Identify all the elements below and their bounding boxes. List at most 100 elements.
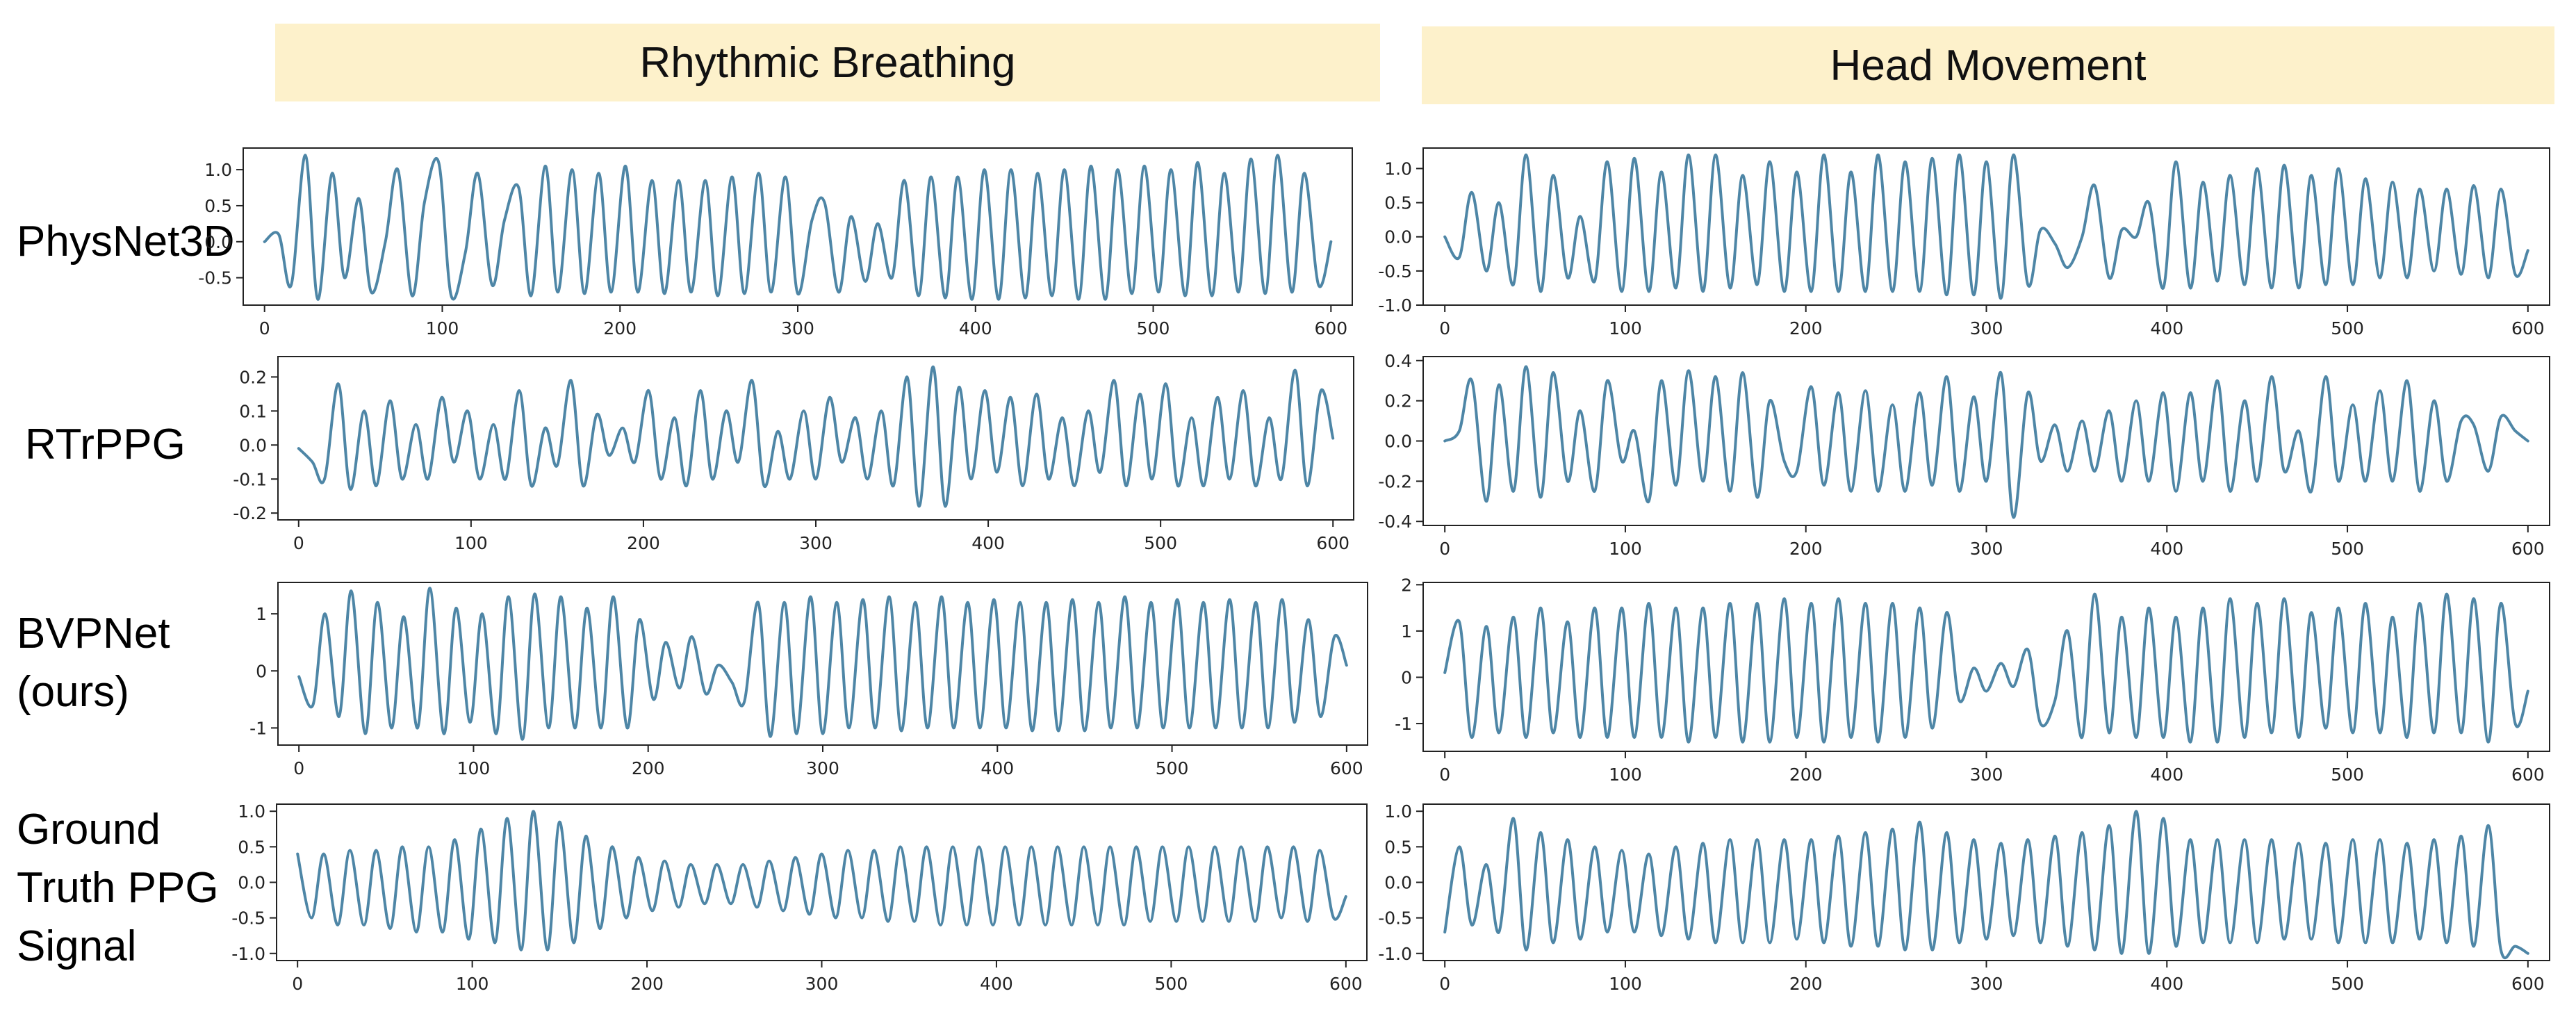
x-tick-label: 0 (259, 318, 270, 338)
row-label-line: Ground (17, 806, 161, 853)
y-tick-label: -0.5 (231, 908, 265, 929)
x-tick-label: 500 (1156, 758, 1189, 778)
y-tick-label: 0.4 (1384, 351, 1412, 371)
x-tick-label: 500 (2331, 318, 2364, 338)
x-tick-label: 0 (1439, 318, 1450, 338)
x-tick-label: 500 (1137, 318, 1170, 338)
row-label-bvpnet: BVPNet (ours) (17, 605, 170, 721)
y-tick-label: 2 (1401, 575, 1412, 595)
x-tick-label: 300 (1970, 974, 2003, 994)
y-tick-label: 1.0 (1384, 158, 1412, 179)
y-tick-label: -1.0 (231, 944, 265, 964)
x-tick-label: 300 (781, 318, 814, 338)
row-label-rtrppg: RTrPPG (25, 416, 186, 474)
signal-line (1443, 592, 2529, 744)
x-tick-label: 400 (2150, 974, 2183, 994)
x-tick-label: 300 (1970, 765, 2003, 785)
row-label-line: Truth PPG (17, 864, 219, 912)
x-tick-label: 0 (1439, 974, 1450, 994)
column-title-head-movement: Head Movement (1422, 26, 2554, 104)
y-tick-label: 0.0 (238, 873, 265, 893)
row-label-ground-truth: Ground Truth PPG Signal (17, 801, 219, 976)
y-tick-label: 0 (256, 661, 267, 681)
chart-r1-c1: 0 100 200 300 400 500 600 0.4 0.2 0.0 -0.2 -0.4 (1378, 351, 2550, 559)
x-tick-label: 0 (292, 974, 303, 994)
signal-line (1443, 365, 2529, 519)
signal-line (296, 810, 1347, 951)
x-tick-label: 600 (1314, 318, 1347, 338)
x-tick-label: 200 (1789, 765, 1823, 785)
y-tick-label: 0.5 (1384, 837, 1412, 857)
column-title-text: Head Movement (1830, 41, 2147, 90)
y-tick-label: 0.0 (1384, 227, 1412, 247)
x-tick-label: 200 (1789, 974, 1823, 994)
chart-r3-c1: 0 100 200 300 400 500 600 1.0 0.5 0.0 -0.5 -1.0 (1378, 801, 2550, 994)
x-tick-label: 500 (1155, 974, 1188, 994)
chart-r2-c0: 0 100 200 300 400 500 600 1 0 -1 (249, 582, 1368, 778)
x-tick-label: 600 (2511, 539, 2545, 559)
x-tick-label: 100 (454, 533, 488, 553)
y-tick-label: 0.5 (1384, 193, 1412, 213)
y-tick-label: 0.2 (1384, 391, 1412, 411)
y-tick-label: -0.5 (1378, 908, 1412, 929)
y-tick-label: -0.4 (1378, 512, 1412, 532)
signal-line (1443, 810, 2529, 960)
y-tick-label: 0.0 (204, 232, 232, 252)
chart-r0-c1: 0 100 200 300 400 500 600 1.0 0.5 0.0 -0.5 -1.0 (1378, 147, 2550, 338)
x-tick-label: 400 (981, 758, 1014, 778)
x-tick-label: 100 (457, 758, 491, 778)
y-tick-label: -0.5 (1378, 261, 1412, 281)
y-tick-label: -0.2 (1378, 471, 1412, 491)
signal-line (263, 154, 1333, 301)
x-tick-label: 400 (971, 533, 1005, 553)
chart-r1-c0: 0 100 200 300 400 500 600 0.2 0.1 0.0 -0.1 -0.2 (233, 356, 1354, 553)
x-tick-label: 300 (1970, 318, 2003, 338)
x-tick-label: 100 (426, 318, 459, 338)
y-tick-label: 0.0 (239, 435, 267, 455)
x-tick-label: 500 (2331, 765, 2364, 785)
signal-line (297, 365, 1335, 508)
row-label-line: (ours) (17, 668, 129, 716)
row-label-line: RTrPPG (25, 420, 186, 468)
x-tick-label: 0 (1439, 539, 1450, 559)
x-tick-label: 300 (1970, 539, 2003, 559)
x-tick-label: 400 (980, 974, 1013, 994)
x-tick-label: 300 (799, 533, 832, 553)
x-tick-label: 400 (2150, 318, 2183, 338)
x-tick-label: 100 (1609, 318, 1642, 338)
y-tick-label: 1 (1401, 621, 1412, 642)
signal-line (1443, 153, 2529, 300)
x-tick-label: 100 (1609, 974, 1642, 994)
column-title-text: Rhythmic Breathing (639, 38, 1016, 87)
y-tick-label: 0.0 (1384, 432, 1412, 452)
x-tick-label: 400 (2150, 539, 2183, 559)
y-tick-label: 0 (1401, 667, 1412, 687)
x-tick-label: 600 (2511, 318, 2545, 338)
x-tick-label: 600 (2511, 765, 2545, 785)
x-tick-label: 300 (806, 758, 839, 778)
y-tick-label: 0.0 (1384, 873, 1412, 893)
x-tick-label: 400 (959, 318, 992, 338)
x-tick-label: 0 (1439, 765, 1450, 785)
y-tick-label: -0.1 (233, 469, 267, 489)
x-tick-label: 200 (630, 974, 664, 994)
x-tick-label: 400 (2150, 765, 2183, 785)
chart-r3-c0: 0 100 200 300 400 500 600 1.0 0.5 0.0 -0.5 -1.0 (231, 801, 1368, 994)
plot-frame (277, 356, 1354, 521)
chart-r2-c1: 0 100 200 300 400 500 600 2 1 0 -1 (1395, 575, 2550, 785)
y-tick-label: -1 (249, 718, 267, 738)
signal-line (297, 587, 1348, 741)
x-tick-label: 500 (2331, 974, 2364, 994)
y-tick-label: 1 (256, 604, 267, 624)
y-tick-label: -1 (1395, 714, 1412, 734)
plot-frame (276, 803, 1368, 961)
y-tick-label: 1.0 (1384, 801, 1412, 822)
y-tick-label: -1.0 (1378, 295, 1412, 316)
x-tick-label: 100 (456, 974, 489, 994)
y-tick-label: 0.2 (239, 367, 267, 387)
y-tick-label: 0.5 (238, 837, 265, 857)
x-tick-label: 200 (632, 758, 665, 778)
chart-r0-c0: 0 100 200 300 400 500 600 1.0 0.5 0.0 -0.5 (198, 147, 1353, 338)
